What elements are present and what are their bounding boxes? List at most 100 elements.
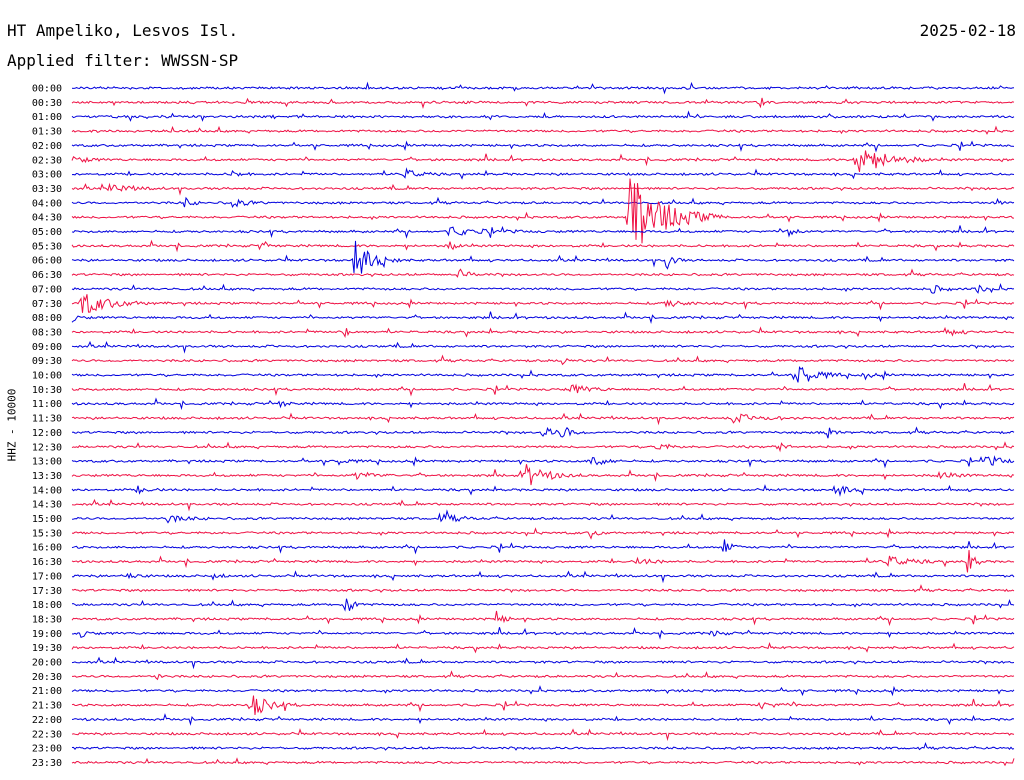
y-tick-label: 06:30 bbox=[32, 270, 62, 281]
trace-line bbox=[71, 412, 1015, 426]
trace-line bbox=[71, 742, 1015, 751]
trace-line bbox=[72, 670, 1015, 681]
y-tick-label: 09:00 bbox=[32, 342, 62, 353]
trace-line bbox=[71, 383, 1015, 397]
trace-line bbox=[71, 81, 1015, 95]
station-title: HT Ampeliko, Lesvos Isl. bbox=[7, 21, 239, 40]
seismic-traces bbox=[71, 81, 1015, 767]
trace-line bbox=[71, 239, 1015, 253]
trace-line bbox=[71, 441, 1015, 453]
trace-line bbox=[71, 484, 1015, 497]
trace-line bbox=[71, 610, 1015, 627]
trace-line bbox=[71, 426, 1015, 439]
trace-line bbox=[71, 627, 1015, 640]
y-tick-label: 11:00 bbox=[32, 399, 62, 410]
trace-line bbox=[71, 225, 1015, 239]
y-tick-label: 19:30 bbox=[32, 643, 62, 654]
filter-label: Applied filter: WWSSN-SP bbox=[7, 51, 239, 70]
trace-line bbox=[71, 509, 1015, 524]
y-tick-label: 00:30 bbox=[32, 98, 62, 109]
trace-line bbox=[71, 757, 1015, 767]
trace-line bbox=[71, 550, 1015, 573]
y-tick-label: 13:00 bbox=[32, 457, 62, 468]
y-tick-label: 12:30 bbox=[32, 442, 62, 453]
y-tick-label: 20:00 bbox=[32, 658, 62, 669]
y-tick-label: 00:00 bbox=[32, 84, 62, 95]
trace-line bbox=[71, 167, 1015, 180]
trace-line bbox=[71, 326, 1015, 339]
y-tick-label: 23:30 bbox=[32, 758, 62, 769]
y-tick-label: 09:30 bbox=[32, 356, 62, 367]
y-tick-label: 23:00 bbox=[32, 744, 62, 755]
y-tick-label: 21:00 bbox=[32, 686, 62, 697]
y-tick-label: 15:30 bbox=[32, 528, 62, 539]
y-tick-label: 05:00 bbox=[32, 227, 62, 238]
y-tick-label: 03:30 bbox=[32, 184, 62, 195]
y-tick-label: 19:00 bbox=[32, 629, 62, 640]
trace-line bbox=[71, 240, 1015, 274]
y-tick-label: 07:00 bbox=[32, 284, 62, 295]
y-tick-label: 08:00 bbox=[32, 313, 62, 324]
y-tick-label: 03:00 bbox=[32, 170, 62, 181]
y-tick-label: 18:00 bbox=[32, 600, 62, 611]
trace-line bbox=[71, 268, 1015, 278]
y-tick-label: 22:30 bbox=[32, 729, 62, 740]
y-tick-label: 16:30 bbox=[32, 557, 62, 568]
trace-line bbox=[71, 282, 1015, 294]
y-tick-label: 02:00 bbox=[32, 141, 62, 152]
trace-line bbox=[71, 182, 1015, 196]
trace-line bbox=[71, 728, 1015, 742]
y-tick-label: 02:30 bbox=[32, 155, 62, 166]
date-label: 2025-02-18 bbox=[919, 21, 1016, 40]
y-tick-label: 16:00 bbox=[32, 543, 62, 554]
y-tick-label: 14:30 bbox=[32, 500, 62, 511]
y-tick-labels: 00:00 00:30 01:00 01:30 02:00 02:30 03:00 03:30… bbox=[32, 84, 62, 769]
trace-line bbox=[71, 125, 1015, 135]
y-tick-label: 07:30 bbox=[32, 299, 62, 310]
trace-line bbox=[71, 294, 1015, 313]
y-tick-label: 22:00 bbox=[32, 715, 62, 726]
trace-line bbox=[71, 570, 1015, 584]
trace-line bbox=[71, 365, 1015, 383]
y-tick-label: 04:30 bbox=[32, 213, 62, 224]
trace-line bbox=[71, 642, 1015, 654]
trace-line bbox=[71, 340, 1015, 354]
trace-line bbox=[71, 354, 1015, 366]
trace-line bbox=[71, 527, 1015, 540]
y-tick-label: 05:30 bbox=[32, 241, 62, 252]
y-tick-label: 17:30 bbox=[32, 586, 62, 597]
y-tick-label: 10:30 bbox=[32, 385, 62, 396]
y-tick-label: 01:30 bbox=[32, 127, 62, 138]
trace-line bbox=[71, 539, 1015, 555]
trace-line bbox=[71, 311, 1015, 325]
trace-line bbox=[71, 178, 1015, 244]
y-tick-label: 11:30 bbox=[32, 414, 62, 425]
y-tick-label: 12:00 bbox=[32, 428, 62, 439]
trace-line bbox=[71, 685, 1015, 697]
y-tick-label: 14:00 bbox=[32, 485, 62, 496]
y-tick-label: 17:00 bbox=[32, 571, 62, 582]
trace-line bbox=[71, 584, 1015, 594]
trace-line bbox=[71, 397, 1015, 411]
trace-line bbox=[71, 498, 1015, 512]
y-tick-label: 20:30 bbox=[32, 672, 62, 683]
trace-line bbox=[71, 110, 1015, 122]
y-tick-label: 08:30 bbox=[32, 327, 62, 338]
trace-line bbox=[71, 464, 1015, 486]
trace-line bbox=[71, 598, 1015, 612]
y-tick-label: 01:00 bbox=[32, 112, 62, 123]
trace-line bbox=[71, 713, 1015, 726]
trace-line bbox=[71, 695, 1015, 715]
trace-line bbox=[71, 97, 1015, 109]
y-tick-label: 21:30 bbox=[32, 701, 62, 712]
trace-line bbox=[71, 196, 1015, 209]
y-tick-label: 13:30 bbox=[32, 471, 62, 482]
trace-line bbox=[71, 455, 1015, 469]
trace-line bbox=[71, 656, 1015, 670]
y-tick-label: 04:00 bbox=[32, 198, 62, 209]
y-tick-label: 06:00 bbox=[32, 256, 62, 267]
y-tick-label: 15:00 bbox=[32, 514, 62, 525]
y-tick-label: 10:00 bbox=[32, 371, 62, 382]
trace-line bbox=[71, 140, 1015, 153]
